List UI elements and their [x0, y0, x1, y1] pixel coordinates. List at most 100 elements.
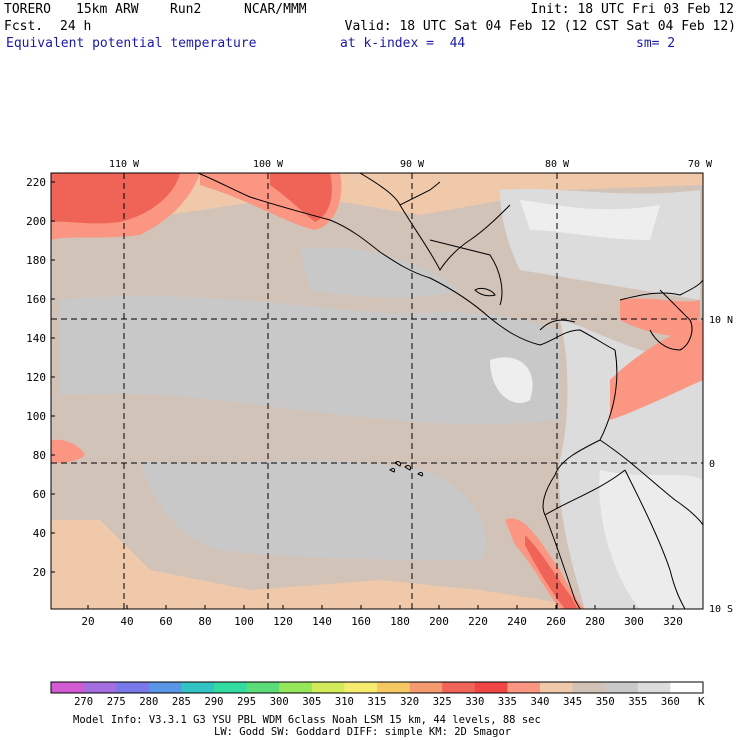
y-tick-label: 140: [26, 332, 46, 345]
x-tick-label: 60: [159, 615, 172, 628]
model-name: TORERO: [4, 2, 51, 17]
colorbar-swatch: [474, 682, 508, 693]
forecast-hour: 24 h: [60, 19, 92, 34]
colorbar-label: 360: [661, 696, 680, 708]
colorbar-label: 350: [596, 696, 615, 708]
x-tick-label: 20: [81, 615, 94, 628]
colorbar-label: 345: [563, 696, 582, 708]
colorbar-swatch: [148, 682, 182, 693]
x-tick-label: 220: [468, 615, 488, 628]
colorbar-unit: K: [698, 695, 705, 708]
lat-label: 0: [709, 459, 715, 470]
colorbar-label: 330: [465, 696, 484, 708]
lon-label: 80 W: [545, 159, 570, 170]
colorbar-swatch: [540, 682, 574, 693]
x-tick-label: 300: [624, 615, 644, 628]
colorbar-label: 315: [368, 696, 387, 708]
lat-lon-grid: [51, 173, 703, 609]
lat-labels: 10 N 0 10 S: [709, 315, 733, 615]
init-time: Init: 18 UTC Fri 03 Feb 12: [530, 2, 735, 17]
axis-ticks: [51, 181, 674, 609]
colorbar-swatch: [311, 682, 345, 693]
x-tick-label: 140: [312, 615, 332, 628]
coastlines: [197, 173, 703, 609]
forecast-label: Fcst.: [4, 19, 44, 34]
x-tick-label: 100: [234, 615, 254, 628]
x-tick-label: 240: [507, 615, 527, 628]
colorbar-swatch: [637, 682, 671, 693]
colorbar-swatch: [246, 682, 280, 693]
colorbar-swatch: [116, 682, 150, 693]
colorbar-swatch: [344, 682, 378, 693]
colorbar-label: 320: [400, 696, 419, 708]
colorbar-swatch: [670, 682, 704, 693]
colorbar-label: 355: [628, 696, 647, 708]
colorbar-label: 340: [531, 696, 550, 708]
lon-label: 100 W: [253, 159, 284, 170]
colorbar-swatch: [409, 682, 443, 693]
footer-physics: LW: Godd SW: Goddard DIFF: simple KM: 2D…: [214, 726, 511, 738]
colorbar-label: 270: [74, 696, 93, 708]
colorbar-swatch: [214, 682, 248, 693]
lon-label: 110 W: [109, 159, 140, 170]
colorbar-label: 305: [302, 696, 321, 708]
colorbar-swatch: [83, 682, 117, 693]
lon-labels: 110 W 100 W 90 W 80 W 70 W: [109, 159, 713, 170]
y-tick-label: 40: [33, 527, 46, 540]
colorbar-frame: [50, 681, 704, 694]
valid-time: Valid: 18 UTC Sat 04 Feb 12 (12 CST Sat …: [344, 19, 736, 34]
plot-frame: [50, 172, 704, 610]
x-tick-label: 260: [546, 615, 566, 628]
colorbar-swatch: [605, 682, 639, 693]
model-org: NCAR/MMM: [244, 2, 307, 17]
x-tick-label: 280: [585, 615, 605, 628]
y-tick-label: 100: [26, 410, 46, 423]
x-tick-label: 180: [390, 615, 410, 628]
colorbar-swatch: [507, 682, 541, 693]
lon-label: 70 W: [688, 159, 713, 170]
colorbar-label: 290: [205, 696, 224, 708]
footer-model-info: Model Info: V3.3.1 G3 YSU PBL WDM 6class…: [73, 714, 541, 726]
colorbar-label: 300: [270, 696, 289, 708]
x-tick-label: 80: [198, 615, 211, 628]
model-resolution: 15km ARW: [76, 2, 139, 17]
y-tick-label: 80: [33, 449, 46, 462]
lon-label: 90 W: [400, 159, 425, 170]
y-tick-labels: 220 200 180 160 140 120 100 80 60 40 20: [26, 176, 46, 579]
model-run: Run2: [170, 2, 202, 17]
colorbar-swatch: [181, 682, 215, 693]
colorbar-label: 325: [433, 696, 452, 708]
y-tick-label: 60: [33, 488, 46, 501]
y-tick-label: 220: [26, 176, 46, 189]
y-tick-label: 180: [26, 254, 46, 267]
colorbar-swatch: [51, 682, 85, 693]
x-tick-label: 200: [429, 615, 449, 628]
level-index: at k-index = 44: [340, 36, 466, 51]
colorbar-label: 335: [498, 696, 517, 708]
x-tick-label: 160: [351, 615, 371, 628]
lat-label: 10 S: [709, 604, 733, 615]
colorbar-label: 275: [107, 696, 126, 708]
colorbar: 270 275 280 285 290 295 300 305 310 315 320 325 330 3…: [50, 681, 704, 708]
y-tick-label: 160: [26, 293, 46, 306]
colorbar-swatch: [279, 682, 313, 693]
smoothing: sm= 2: [636, 36, 676, 51]
colorbar-label: 280: [139, 696, 158, 708]
colorbar-swatch: [377, 682, 411, 693]
x-tick-label: 120: [273, 615, 293, 628]
colorbar-swatch: [572, 682, 606, 693]
colorbar-label: 310: [335, 696, 354, 708]
x-tick-labels: 20 40 60 80 100 120 140 160 180 200 220 …: [81, 615, 683, 628]
colorbar-swatch: [442, 682, 476, 693]
y-tick-label: 20: [33, 566, 46, 579]
x-tick-label: 320: [663, 615, 683, 628]
colorbar-label: 285: [172, 696, 191, 708]
x-tick-label: 40: [120, 615, 133, 628]
colorbar-label: 295: [237, 696, 256, 708]
field-name: Equivalent potential temperature: [6, 36, 257, 51]
lat-label: 10 N: [709, 315, 733, 326]
y-tick-label: 200: [26, 215, 46, 228]
y-tick-label: 120: [26, 371, 46, 384]
theta-e-field: [51, 173, 703, 609]
